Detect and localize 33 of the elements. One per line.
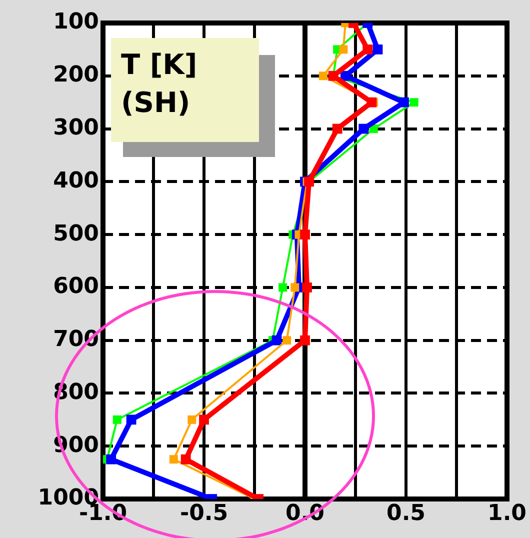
point	[106, 454, 116, 464]
point	[372, 44, 383, 54]
x-tick-label: -0.5	[180, 500, 228, 526]
x-tick-label: 1.0	[488, 500, 526, 526]
point	[366, 97, 377, 108]
y-tick-label: 400	[53, 168, 99, 194]
point	[126, 414, 136, 425]
point	[188, 415, 196, 424]
y-tick-label: 500	[53, 221, 99, 246]
point	[358, 124, 369, 134]
point	[300, 230, 310, 240]
point	[362, 44, 373, 54]
point	[318, 72, 328, 80]
point	[300, 335, 310, 346]
point	[112, 415, 122, 424]
point	[272, 335, 282, 346]
point	[169, 455, 178, 464]
y-tick-label: 600	[53, 274, 99, 300]
point	[410, 98, 418, 107]
point	[290, 283, 300, 292]
y-tick-label: 200	[53, 62, 99, 88]
point	[339, 45, 348, 54]
x-tick-label: 0.5	[386, 500, 426, 526]
point	[199, 414, 209, 425]
point	[180, 454, 191, 464]
annotation: (SH)	[121, 85, 192, 121]
point	[278, 283, 288, 292]
point	[399, 97, 409, 108]
point	[282, 336, 292, 345]
y-tick-label: 100	[53, 10, 99, 35]
y-tick-label: 300	[53, 115, 99, 140]
point	[302, 282, 312, 292]
annotation: T [K]	[121, 47, 198, 83]
